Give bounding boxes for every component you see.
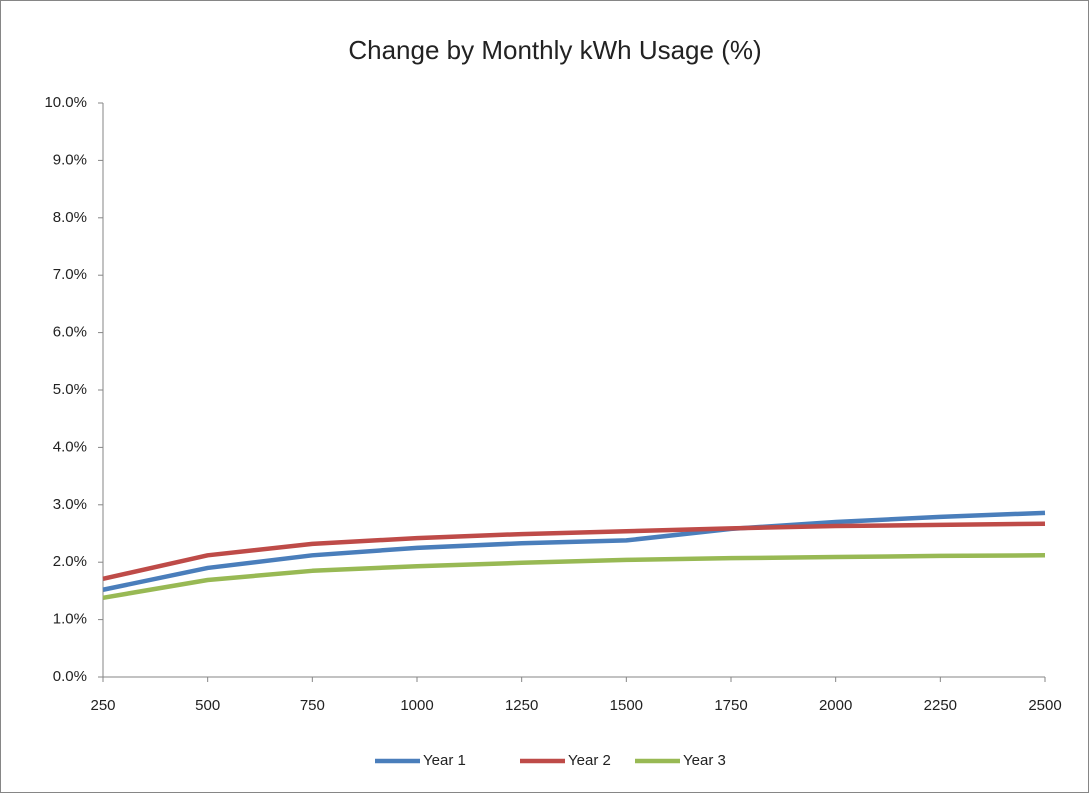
y-tick-label: 10.0%: [44, 94, 87, 111]
y-tick-label: 0.0%: [53, 668, 87, 685]
y-tick-label: 6.0%: [53, 324, 87, 341]
y-tick-label: 3.0%: [53, 496, 87, 513]
x-tick-label: 750: [300, 697, 325, 714]
x-tick-label: 1250: [505, 697, 538, 714]
series-line: [102, 553, 1046, 601]
x-tick-label: 1750: [714, 697, 747, 714]
legend-label: Year 1: [423, 752, 466, 769]
y-tick-label: 5.0%: [53, 381, 87, 398]
y-tick-label: 9.0%: [53, 151, 87, 168]
x-tick-label: 1500: [610, 697, 643, 714]
series-line: [102, 510, 1046, 592]
x-tick-label: 500: [195, 697, 220, 714]
legend-label: Year 2: [568, 752, 611, 769]
series-line: [102, 521, 1046, 582]
y-tick-label: 7.0%: [53, 266, 87, 283]
x-tick-label: 2250: [924, 697, 957, 714]
y-tick-label: 1.0%: [53, 611, 87, 628]
y-tick-label: 2.0%: [53, 553, 87, 570]
x-tick-label: 2500: [1028, 697, 1061, 714]
x-tick-label: 2000: [819, 697, 852, 714]
y-tick-label: 4.0%: [53, 438, 87, 455]
x-tick-label: 1000: [400, 697, 433, 714]
chart-title: Change by Monthly kWh Usage (%): [348, 35, 761, 65]
x-tick-label: 250: [90, 697, 115, 714]
legend-label: Year 3: [683, 752, 726, 769]
y-tick-label: 8.0%: [53, 209, 87, 226]
